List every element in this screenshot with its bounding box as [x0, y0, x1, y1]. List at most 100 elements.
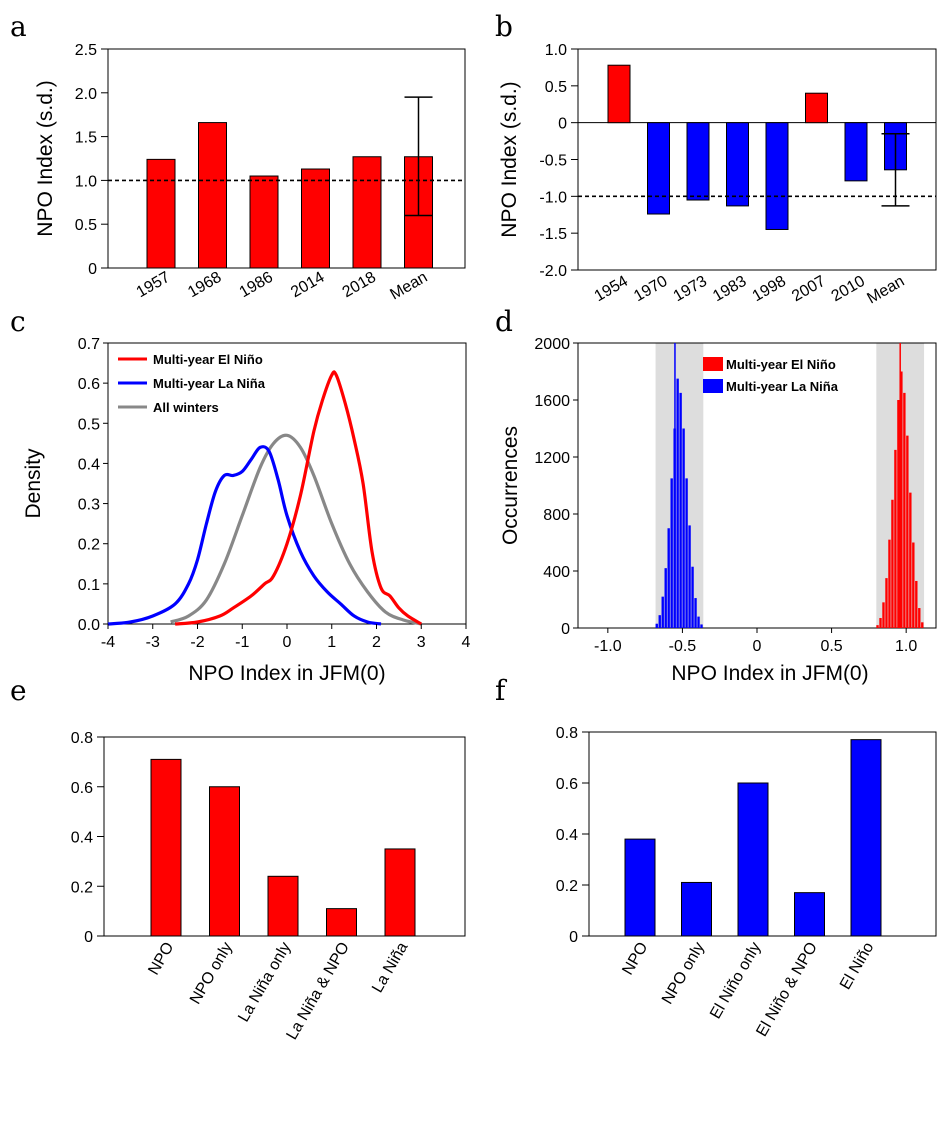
y-tick-label: 0.4	[556, 827, 578, 844]
category-label: El Niño	[837, 939, 878, 992]
category-label: El Niño & NPO	[753, 940, 821, 1040]
category-label: La Niña	[369, 939, 411, 995]
bar-1973	[686, 122, 710, 201]
y-tick-label: 2000	[534, 336, 570, 353]
x-tick-label: -4	[101, 634, 115, 651]
hist-bar-red	[885, 578, 888, 628]
category-label: 2014	[288, 269, 327, 302]
category-label: NPO	[619, 940, 651, 979]
y-tick-label: 2.0	[75, 86, 97, 103]
category-label: 1983	[710, 273, 749, 306]
y-tick-label: 0	[569, 929, 578, 946]
y-tick-label: 0.4	[78, 456, 100, 473]
hist-bar-red	[888, 539, 891, 628]
category-label: Mean	[864, 273, 907, 308]
panel-label-c: c	[10, 305, 26, 338]
bar-La Niña	[384, 848, 416, 937]
y-tick-label: 2.5	[75, 42, 97, 59]
hist-bar-blue	[676, 378, 679, 628]
y-tick-label: 1600	[534, 393, 570, 410]
bar-NPO	[624, 838, 656, 937]
y-tick-label: -0.5	[539, 153, 567, 170]
hist-bar-blue	[664, 568, 667, 628]
category-label: Mean	[387, 269, 430, 304]
x-tick-label: -0.5	[669, 638, 697, 655]
y-tick-label: 0.6	[78, 376, 100, 393]
bar-1954	[607, 64, 631, 124]
y-tick-label: 0.3	[78, 497, 100, 514]
bar-El Niño only	[737, 782, 769, 937]
y-tick-label: 0.6	[556, 776, 578, 793]
x-tick-label: 0.5	[820, 638, 842, 655]
x-tick-label: -1.0	[594, 638, 622, 655]
hist-bar-blue	[655, 623, 658, 628]
legend-label: Multi-year La Niña	[726, 379, 839, 394]
y-tick-label: 0.0	[78, 617, 100, 634]
y-tick-label: 400	[543, 564, 570, 581]
y-axis-label: Occurrences	[499, 426, 522, 545]
x-tick-label: 0	[753, 638, 762, 655]
y-tick-label: 0.2	[71, 879, 93, 896]
hist-bar-blue	[691, 566, 694, 628]
category-label: 1973	[671, 273, 710, 306]
hist-bar-blue	[667, 528, 670, 628]
category-label: 1954	[592, 273, 631, 306]
hist-bar-blue	[700, 624, 703, 628]
y-tick-label: 0	[561, 621, 570, 638]
x-tick-label: -2	[190, 634, 204, 651]
y-axis-label: NPO Index (s.d.)	[498, 81, 521, 237]
y-tick-label: 0.4	[71, 830, 93, 847]
hist-bar-red	[915, 580, 918, 628]
bar-NPO only	[681, 881, 712, 937]
hist-bar-red	[879, 618, 882, 628]
y-tick-label: 0	[558, 116, 567, 133]
hist-bar-blue	[688, 525, 691, 628]
x-tick-label: 1.0	[895, 638, 917, 655]
legend-label: Multi-year La Niña	[153, 376, 266, 391]
x-tick-label: 0	[283, 634, 292, 651]
panel-d: 0 400 800 1200 1600 2000 -1.0 -0.5 0 0.5 1.0 NPO In…	[499, 336, 937, 685]
y-axis-label: NPO Index (s.d.)	[34, 80, 57, 236]
category-label: NPO only	[659, 940, 708, 1008]
legend-swatch-red	[703, 357, 723, 371]
y-tick-label: 0.5	[78, 416, 100, 433]
x-axis-label: NPO Index in JFM(0)	[671, 662, 868, 685]
hist-bar-blue	[679, 392, 682, 628]
bar-1998	[765, 122, 789, 230]
y-tick-label: 1200	[534, 450, 570, 467]
x-tick-label: 2	[372, 634, 381, 651]
hist-bar-red	[903, 392, 906, 628]
category-label: 2018	[340, 269, 379, 302]
hist-bar-red	[912, 542, 915, 628]
density-line-blue	[107, 445, 382, 626]
legend-label: Multi-year El Niño	[726, 357, 836, 372]
y-tick-label: 0.8	[556, 725, 578, 742]
hist-bar-blue	[685, 478, 688, 628]
x-tick-label: 4	[462, 634, 471, 651]
hist-bar-red	[906, 435, 909, 628]
hist-bar-red	[900, 371, 903, 628]
bar-1968	[198, 122, 227, 269]
panel-label-d: d	[495, 305, 513, 338]
y-tick-label: -2.0	[539, 263, 567, 280]
bar-La Niña & NPO	[326, 908, 357, 937]
y-tick-label: 0.6	[71, 780, 93, 797]
panel-a: 0 0.5 1.0 1.5 2.0 2.5 NPO Index (s.d.) 1957 1968…	[34, 42, 466, 304]
y-tick-label: -1.5	[539, 226, 567, 243]
legend-label: Multi-year El Niño	[153, 352, 263, 367]
plot-frame	[577, 48, 937, 271]
bar-1983	[726, 122, 749, 207]
y-tick-label: 1.0	[75, 173, 97, 190]
x-tick-label: 1	[327, 634, 336, 651]
bar-El Niño	[850, 739, 882, 937]
hist-bar-red	[876, 625, 879, 628]
bar-1986	[249, 175, 279, 269]
hist-bar-blue	[682, 428, 685, 628]
y-tick-label: 0	[84, 929, 93, 946]
y-tick-label: 0.5	[75, 217, 97, 234]
bar-1957	[146, 158, 176, 269]
category-label: El Niño only	[707, 940, 764, 1022]
y-tick-label: 0	[88, 261, 97, 278]
